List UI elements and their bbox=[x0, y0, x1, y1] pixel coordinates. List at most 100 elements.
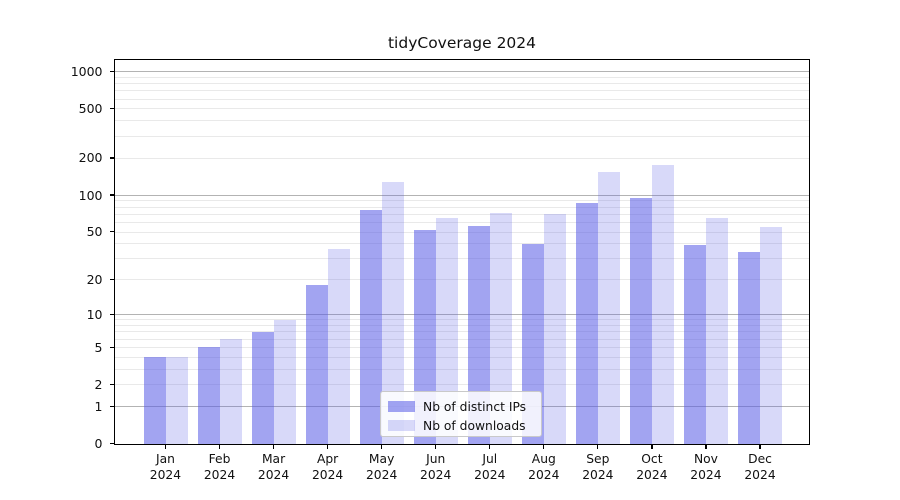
x-tick-label: Jan 2024 bbox=[149, 452, 182, 482]
bar-downloads bbox=[381, 182, 405, 444]
x-tick-label: Apr 2024 bbox=[311, 452, 344, 482]
x-tick-label: Dec 2024 bbox=[744, 452, 776, 482]
y-gridline-minor bbox=[115, 331, 809, 333]
legend-label-distinct-ips: Nb of distinct IPs bbox=[423, 399, 527, 414]
x-tick bbox=[164, 444, 167, 449]
y-gridline-minor bbox=[115, 200, 809, 202]
bar-downloads bbox=[760, 227, 783, 444]
x-tick-label: Nov 2024 bbox=[690, 452, 722, 482]
y-tick bbox=[109, 70, 114, 73]
legend-item-distinct-ips: Nb of distinct IPs bbox=[388, 398, 533, 415]
bar-distinct-ips bbox=[738, 252, 761, 444]
y-gridline-minor bbox=[115, 120, 809, 122]
y-gridline-minor bbox=[115, 221, 809, 223]
chart-title: tidyCoverage 2024 bbox=[387, 34, 537, 52]
y-gridline-minor bbox=[115, 346, 809, 348]
y-tick-label: 5 bbox=[94, 339, 103, 355]
bar-distinct-ips bbox=[359, 209, 382, 444]
x-tick bbox=[272, 444, 275, 449]
x-tick-label: Feb 2024 bbox=[203, 452, 236, 482]
y-tick-label: 1 bbox=[94, 398, 103, 414]
y-gridline-major bbox=[115, 314, 809, 316]
y-gridline-minor bbox=[115, 83, 809, 85]
y-tick-label: 200 bbox=[78, 150, 103, 166]
y-tick-label: 100 bbox=[78, 187, 103, 203]
y-gridline-minor bbox=[115, 98, 809, 100]
y-gridline-minor bbox=[115, 108, 809, 110]
y-tick-label: 50 bbox=[86, 224, 103, 240]
legend-item-downloads: Nb of downloads bbox=[388, 417, 533, 434]
x-tick-label: May 2024 bbox=[365, 452, 398, 482]
y-gridline-minor bbox=[115, 338, 809, 340]
y-tick bbox=[109, 405, 114, 408]
y-gridline-minor bbox=[115, 356, 809, 358]
bar-downloads bbox=[490, 212, 513, 444]
plot-area bbox=[114, 59, 810, 445]
bar-distinct-ips bbox=[197, 347, 220, 444]
y-gridline-minor bbox=[115, 90, 809, 92]
y-gridline-minor bbox=[115, 258, 809, 260]
y-gridline-minor bbox=[115, 157, 809, 159]
x-tick-label: Sep 2024 bbox=[582, 452, 614, 482]
x-tick bbox=[705, 444, 707, 449]
bar-downloads bbox=[273, 319, 296, 444]
bar-distinct-ips bbox=[629, 198, 653, 444]
x-tick-label: Jun 2024 bbox=[420, 452, 452, 482]
y-tick bbox=[109, 313, 114, 316]
y-tick bbox=[109, 157, 114, 159]
y-tick bbox=[109, 443, 114, 445]
y-gridline-minor bbox=[115, 76, 809, 78]
bar-downloads bbox=[435, 218, 459, 444]
bar-downloads bbox=[165, 357, 188, 444]
y-gridline-minor bbox=[115, 206, 809, 208]
x-tick-label: Oct 2024 bbox=[636, 452, 668, 482]
x-tick bbox=[597, 444, 599, 449]
y-tick-label: 0 bbox=[94, 436, 103, 452]
y-gridline-minor bbox=[115, 213, 809, 215]
x-tick bbox=[435, 444, 437, 449]
y-tick bbox=[109, 279, 114, 281]
bar-distinct-ips bbox=[305, 285, 328, 444]
x-tick-label: Mar 2024 bbox=[257, 452, 290, 482]
legend-swatch-distinct-ips bbox=[388, 401, 415, 412]
y-gridline-minor bbox=[115, 368, 809, 370]
legend: Nb of distinct IPs Nb of downloads bbox=[380, 391, 542, 437]
y-gridline-major bbox=[115, 70, 809, 73]
y-tick-label: 1000 bbox=[70, 63, 103, 79]
y-gridline-minor bbox=[115, 279, 809, 281]
bar-downloads bbox=[327, 249, 351, 444]
y-tick bbox=[109, 194, 114, 196]
y-gridline-minor bbox=[115, 243, 809, 245]
x-tick-label: Aug 2024 bbox=[528, 452, 560, 482]
y-tick bbox=[109, 231, 114, 233]
bar-downloads bbox=[706, 218, 729, 444]
y-tick bbox=[109, 346, 114, 348]
y-gridline-minor bbox=[115, 135, 809, 137]
bar-distinct-ips bbox=[575, 202, 599, 444]
x-tick bbox=[759, 444, 761, 449]
bar-distinct-ips bbox=[251, 331, 274, 444]
bar-downloads bbox=[544, 214, 567, 444]
y-gridline-minor bbox=[115, 384, 809, 386]
y-tick-label: 20 bbox=[86, 272, 103, 288]
x-tick bbox=[543, 444, 545, 449]
bar-distinct-ips bbox=[684, 245, 707, 444]
y-gridline-minor bbox=[115, 325, 809, 327]
x-tick bbox=[326, 444, 329, 449]
y-gridline-minor bbox=[115, 319, 809, 321]
legend-label-downloads: Nb of downloads bbox=[423, 418, 526, 433]
y-tick-label: 2 bbox=[94, 377, 103, 393]
bar-distinct-ips bbox=[467, 226, 490, 444]
bar-distinct-ips bbox=[143, 357, 166, 444]
y-tick-label: 500 bbox=[78, 101, 103, 117]
bar-downloads bbox=[652, 165, 675, 444]
bar-distinct-ips bbox=[413, 230, 436, 444]
x-tick-label: Jul 2024 bbox=[474, 452, 506, 482]
x-tick bbox=[489, 444, 491, 449]
y-tick-label: 10 bbox=[86, 307, 103, 322]
y-gridline-minor bbox=[115, 231, 809, 233]
x-tick bbox=[651, 444, 653, 449]
x-tick bbox=[381, 444, 383, 449]
x-tick bbox=[218, 444, 221, 449]
